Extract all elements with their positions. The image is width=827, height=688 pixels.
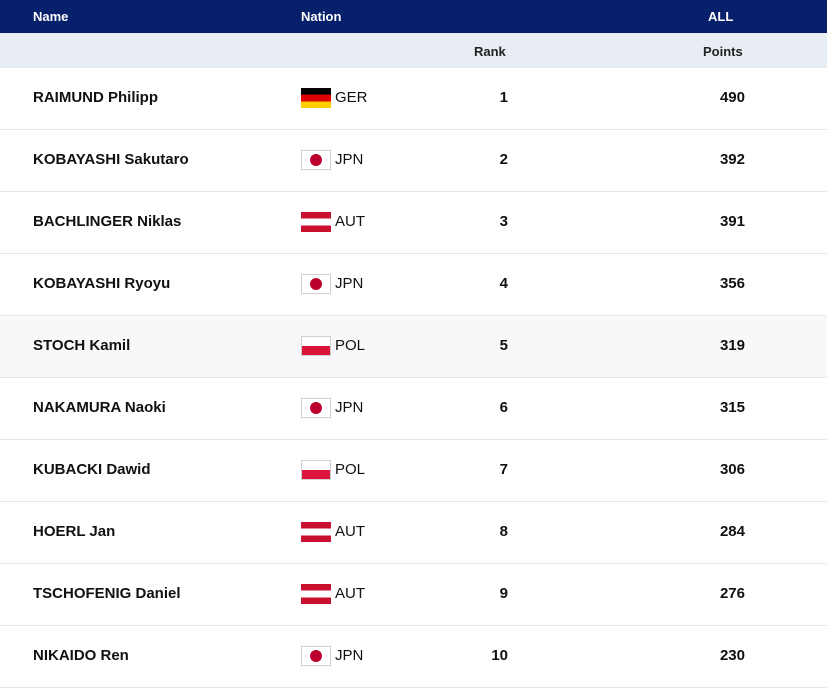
table-row[interactable]: KOBAYASHI Sakutaro JPN 2 392 (0, 130, 827, 192)
country-flag-icon (301, 460, 331, 480)
rank-value: 4 (499, 275, 508, 292)
country-flag-icon (301, 336, 331, 356)
table-body: RAIMUND Philipp GER 1 490 KOBAYASHI Sakutaro… (0, 68, 827, 688)
rank-value: 7 (499, 461, 508, 478)
nation-code: AUT (335, 523, 365, 540)
name-column-header[interactable]: Name (33, 9, 69, 24)
athlete-name[interactable]: STOCH Kamil (33, 337, 131, 354)
country-flag-icon (301, 274, 331, 294)
table-row[interactable]: RAIMUND Philipp GER 1 490 (0, 68, 827, 130)
points-value: 391 (719, 213, 745, 230)
points-value: 392 (719, 151, 745, 168)
rank-value: 9 (499, 585, 508, 602)
points-column-header[interactable]: Points (703, 44, 743, 59)
athlete-name[interactable]: TSCHOFENIG Daniel (33, 585, 181, 602)
rank-value: 5 (499, 337, 508, 354)
points-value: 315 (719, 399, 745, 416)
country-flag-icon (301, 150, 331, 170)
table-row[interactable]: NIKAIDO Ren JPN 10 230 (0, 626, 827, 688)
table-row[interactable]: NAKAMURA Naoki JPN 6 315 (0, 378, 827, 440)
nation-code: POL (335, 337, 366, 354)
athlete-name[interactable]: NIKAIDO Ren (33, 647, 129, 664)
table-row[interactable]: KOBAYASHI Ryoyu JPN 4 356 (0, 254, 827, 316)
table-row[interactable]: STOCH Kamil POL 5 319 (0, 316, 827, 378)
rank-value: 2 (499, 151, 508, 168)
table-header: Name Nation ALL (0, 0, 827, 33)
points-value: 490 (719, 89, 745, 106)
rank-value: 6 (499, 399, 508, 416)
nation-code: AUT (335, 213, 365, 230)
nation-code: JPN (335, 647, 364, 664)
nation-code: JPN (335, 275, 364, 292)
nation-column-header[interactable]: Nation (301, 9, 342, 24)
country-flag-icon (301, 646, 331, 666)
athlete-name[interactable]: KOBAYASHI Sakutaro (33, 151, 189, 168)
points-value: 230 (719, 647, 745, 664)
points-value: 306 (719, 461, 745, 478)
rank-column-header[interactable]: Rank (474, 44, 506, 59)
nation-code: JPN (335, 151, 364, 168)
table-row[interactable]: TSCHOFENIG Daniel AUT 9 276 (0, 564, 827, 626)
athlete-name[interactable]: KUBACKI Dawid (33, 461, 151, 478)
nation-code: GER (335, 89, 368, 106)
nation-code: JPN (335, 399, 364, 416)
table-row[interactable]: BACHLINGER Niklas AUT 3 391 (0, 192, 827, 254)
rank-value: 8 (499, 523, 508, 540)
table-row[interactable]: HOERL Jan AUT 8 284 (0, 502, 827, 564)
athlete-name[interactable]: RAIMUND Philipp (33, 89, 158, 106)
country-flag-icon (301, 522, 331, 542)
athlete-name[interactable]: HOERL Jan (33, 523, 116, 540)
rank-value: 3 (499, 213, 508, 230)
rank-value: 10 (491, 647, 508, 664)
athlete-name[interactable]: BACHLINGER Niklas (33, 213, 182, 230)
points-value: 356 (719, 275, 745, 292)
country-flag-icon (301, 212, 331, 232)
nation-code: AUT (335, 585, 365, 602)
table-row[interactable]: KUBACKI Dawid POL 7 306 (0, 440, 827, 502)
athlete-name[interactable]: NAKAMURA Naoki (33, 399, 166, 416)
points-value: 276 (719, 585, 745, 602)
country-flag-icon (301, 584, 331, 604)
points-value: 284 (719, 523, 745, 540)
country-flag-icon (301, 398, 331, 418)
table-subheader: Rank Points (0, 33, 827, 68)
country-flag-icon (301, 88, 331, 108)
rank-value: 1 (499, 89, 508, 106)
all-column-header[interactable]: ALL (708, 9, 734, 24)
points-value: 319 (719, 337, 745, 354)
nation-code: POL (335, 461, 366, 478)
athlete-name[interactable]: KOBAYASHI Ryoyu (33, 275, 171, 292)
